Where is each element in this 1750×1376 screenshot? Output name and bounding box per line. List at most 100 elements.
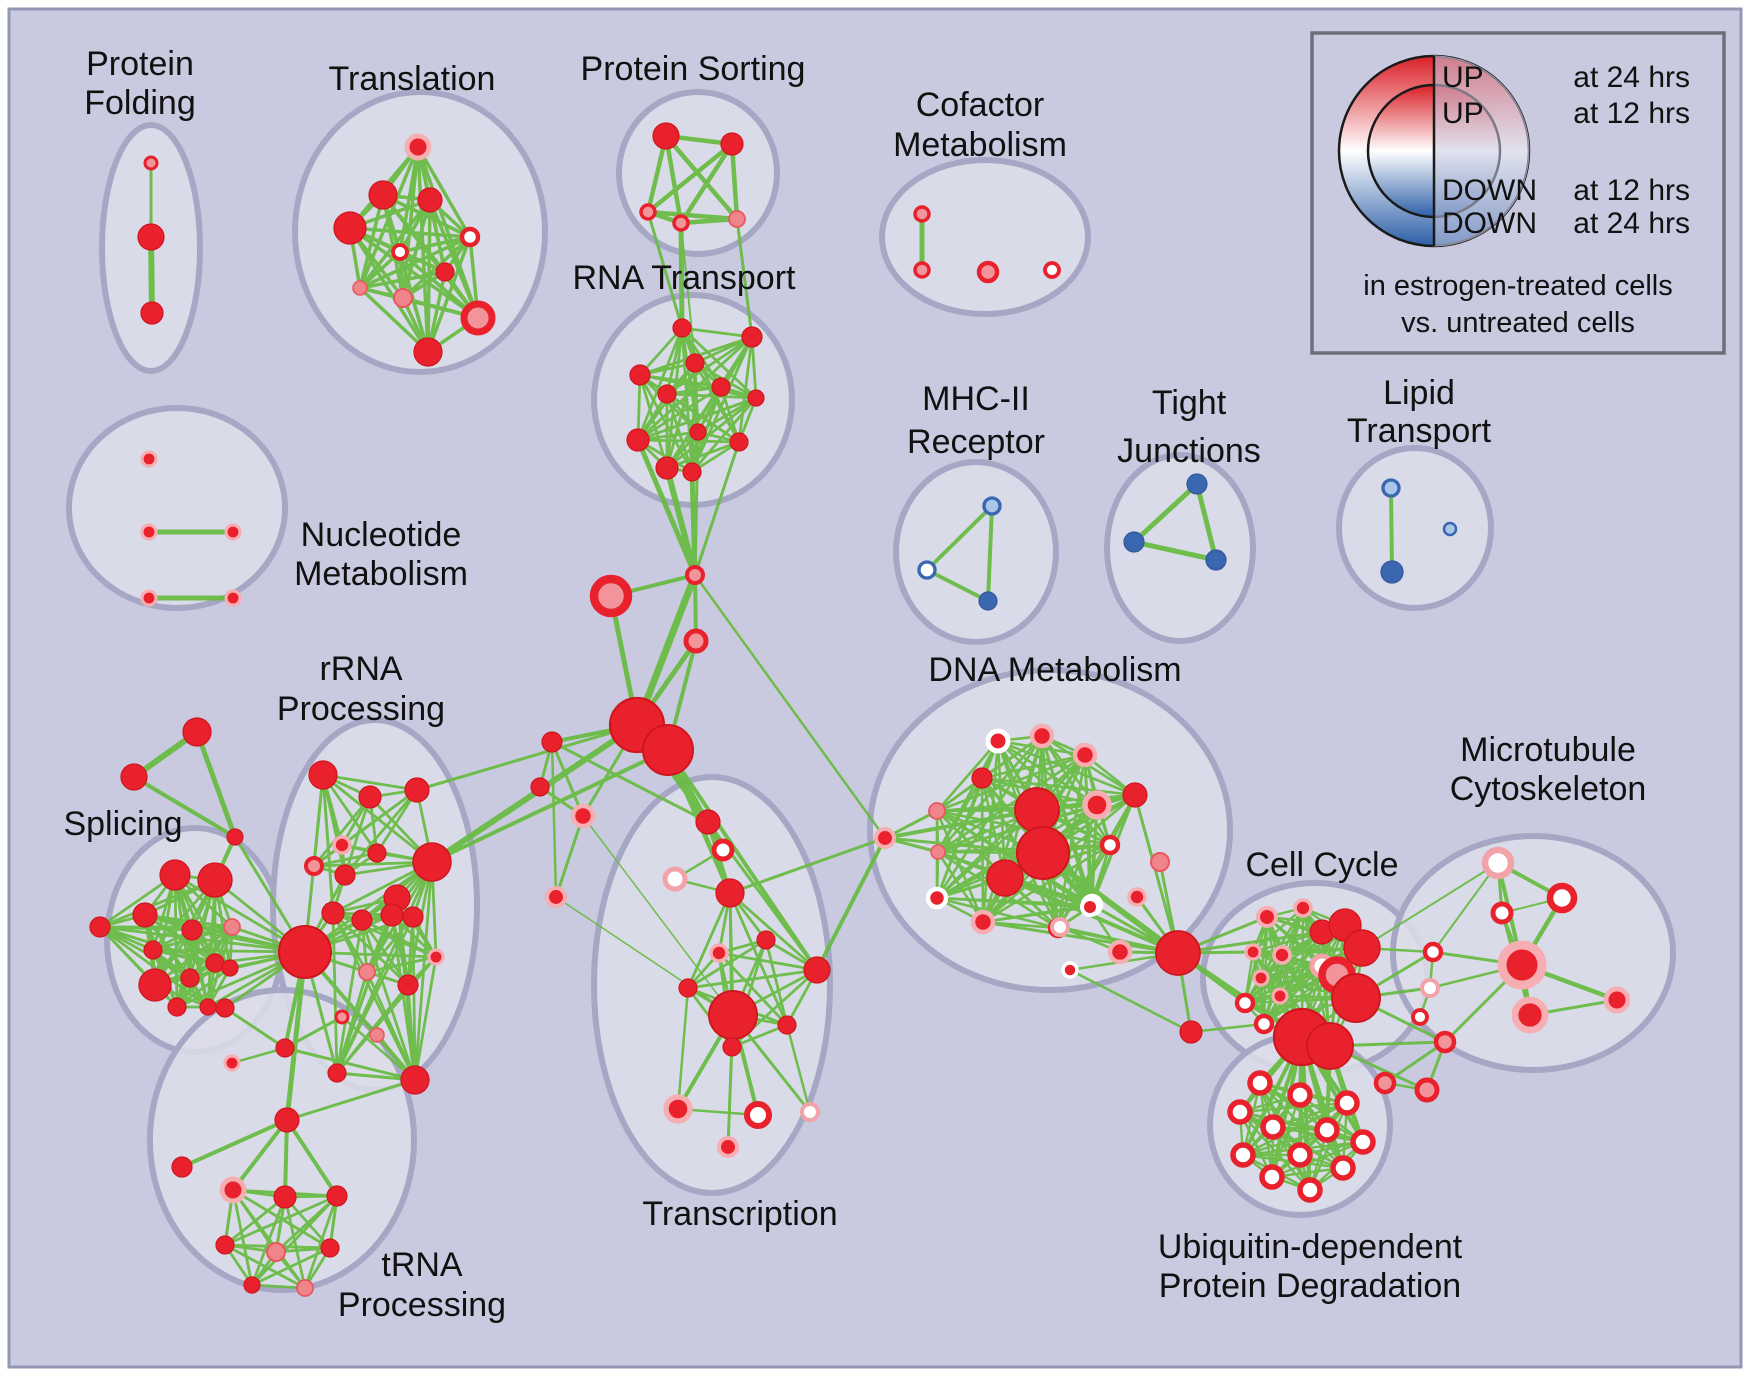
node-tj1 (1186, 473, 1208, 495)
edge (284, 949, 308, 1123)
node-u7 (1350, 1129, 1376, 1155)
node-mt4 (1497, 940, 1547, 990)
node-rt8 (689, 423, 707, 441)
legend-time-3: at 12 hrs (1573, 174, 1690, 207)
cluster-label-cell-cycle: Cell Cycle (1245, 846, 1398, 884)
edge (250, 1194, 339, 1287)
node-rt1 (672, 318, 692, 338)
node-tr3 (226, 828, 244, 846)
edge (1262, 923, 1347, 1026)
node-c12 (1343, 929, 1381, 967)
edge (693, 573, 887, 840)
node-c18 (1422, 941, 1444, 963)
node-ps5 (728, 210, 746, 228)
edge (1262, 930, 1324, 1026)
node-c20 (1411, 1008, 1429, 1026)
edge (1361, 862, 1499, 949)
node-c21 (1433, 1030, 1457, 1054)
edge (312, 851, 379, 868)
node-tn9 (243, 1276, 261, 1294)
node-tc6 (756, 930, 776, 950)
node-d5 (928, 802, 946, 820)
node-s2 (197, 862, 233, 898)
edge (996, 739, 1112, 847)
node-u5 (1260, 1114, 1286, 1140)
cluster-ellipse-tight-junctions (1104, 452, 1256, 644)
edge (1251, 906, 1305, 954)
cluster-label-translation: Translation (329, 60, 496, 98)
edge (680, 326, 754, 339)
node-u10 (1259, 1164, 1285, 1190)
legend-time-1: at 24 hrs (1573, 61, 1690, 94)
node-x1 (685, 565, 705, 585)
node-r11 (351, 909, 373, 931)
edge (686, 938, 768, 990)
cluster-ellipse-nucleotide-metabolism (66, 405, 288, 611)
edge (678, 220, 685, 331)
node-pf3 (140, 301, 164, 325)
edge (430, 748, 670, 864)
node-s3 (132, 902, 158, 928)
node-m3 (978, 591, 998, 611)
node-rt5 (657, 384, 677, 404)
cluster-label-nucleotide-metabolism-line2: Metabolism (294, 555, 468, 593)
node-ps3 (639, 203, 657, 221)
edge (980, 753, 1087, 780)
node-r13 (402, 906, 424, 928)
edge (735, 217, 754, 339)
edge (312, 795, 372, 868)
node-ps2 (720, 132, 744, 156)
node-m2 (917, 560, 937, 580)
node-tc11 (777, 1015, 797, 1035)
node-d11 (925, 886, 949, 910)
node-tc13 (663, 1094, 693, 1124)
cluster-ellipse-cofactor-metabolism (879, 157, 1091, 317)
node-n2 (140, 523, 158, 541)
edge (132, 775, 237, 839)
edge (737, 335, 754, 444)
node-pf2 (137, 223, 165, 251)
legend-direction-1: UP (1442, 61, 1484, 94)
edge (335, 970, 369, 1075)
node-r4 (332, 835, 352, 855)
edge (360, 918, 417, 1082)
node-tc15 (716, 1135, 740, 1159)
edge (678, 141, 735, 226)
legend-caption-line1: in estrogen-treated cells (1363, 270, 1673, 302)
node-rt9 (626, 428, 650, 452)
edge (764, 938, 789, 1027)
edge (173, 873, 217, 965)
node-rt12 (682, 462, 702, 482)
cluster-label-dna-metabolism: DNA Metabolism (928, 651, 1181, 689)
node-l2 (1380, 560, 1404, 584)
node-x2 (589, 574, 633, 618)
node-d3 (1072, 742, 1098, 768)
edge (175, 966, 232, 1009)
node-rt10 (729, 432, 749, 452)
legend-time-2: at 12 hrs (1573, 97, 1690, 130)
cluster-ellipses (66, 89, 1676, 1293)
edge (981, 905, 1092, 924)
node-r2 (358, 785, 382, 809)
node-tc18 (570, 803, 596, 829)
node-s1 (159, 859, 191, 891)
node-r18 (215, 998, 235, 1018)
edge (365, 970, 417, 1082)
edge (283, 1046, 417, 1082)
edge (636, 438, 741, 444)
edge (390, 913, 417, 1082)
node-tn6 (215, 1235, 235, 1255)
node-r17 (275, 1038, 295, 1058)
node-d1 (985, 728, 1011, 754)
node-tn2 (171, 1156, 193, 1178)
node-layer (89, 122, 1631, 1297)
edge (343, 795, 372, 877)
node-r3 (404, 777, 430, 803)
edge (690, 335, 754, 474)
node-c7 (1271, 987, 1289, 1005)
cluster-label-microtubule-cytoskeleton-line1: Microtubule (1460, 731, 1636, 769)
edge (365, 915, 415, 974)
edge (1194, 481, 1219, 563)
cluster-ellipse-mhc-ii-receptor (893, 459, 1059, 645)
node-t7 (435, 262, 455, 282)
